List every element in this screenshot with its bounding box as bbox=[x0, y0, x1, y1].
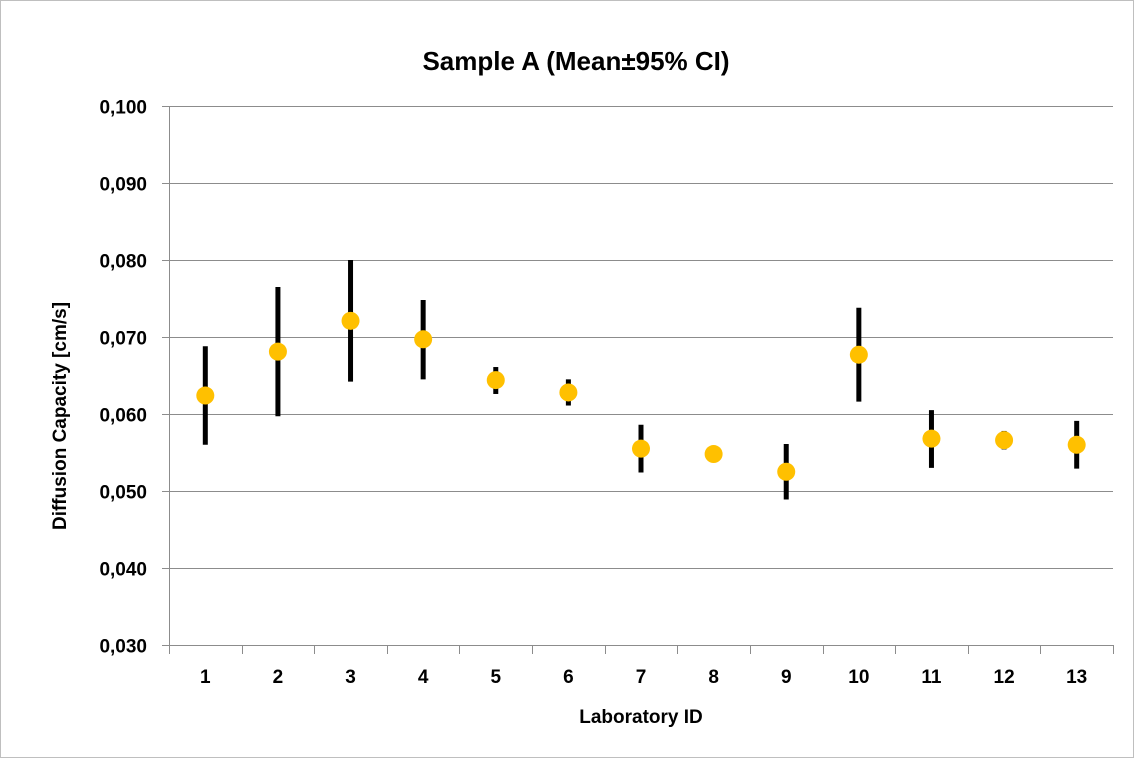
y-tick-label: 0,070 bbox=[99, 329, 147, 350]
data-point bbox=[704, 445, 723, 464]
data-point bbox=[486, 371, 505, 390]
y-tick-label: 0,100 bbox=[99, 98, 147, 119]
y-tick-label: 0,040 bbox=[99, 560, 147, 581]
y-tick-labels: 0,030 0,040 0,050 0,060 0,070 0,080 0,090 0,100 bbox=[99, 98, 147, 658]
x-tick-label: 1 bbox=[200, 667, 211, 688]
x-tick-label: 4 bbox=[418, 667, 429, 688]
x-tick-label: 7 bbox=[636, 667, 647, 688]
data-point bbox=[849, 345, 868, 364]
x-tick-label: 10 bbox=[848, 667, 869, 688]
y-tick-label: 0,050 bbox=[99, 483, 147, 504]
data-point bbox=[922, 429, 941, 448]
data-point bbox=[559, 383, 578, 402]
x-tick-label: 9 bbox=[781, 667, 792, 688]
x-axis-title: Laboratory ID bbox=[579, 707, 703, 728]
x-tick-label: 2 bbox=[273, 667, 284, 688]
y-axis-title: Diffusion Capacity [cm/s] bbox=[50, 302, 71, 530]
data-point bbox=[777, 462, 796, 481]
data-points bbox=[196, 311, 1086, 481]
chart-title: Sample A (Mean±95% CI) bbox=[422, 46, 729, 76]
x-tick-label: 13 bbox=[1066, 667, 1087, 688]
data-point bbox=[196, 386, 215, 405]
y-tick-label: 0,080 bbox=[99, 252, 147, 273]
x-tick-label: 6 bbox=[563, 667, 574, 688]
x-tick-label: 11 bbox=[921, 667, 942, 688]
y-tick-label: 0,030 bbox=[99, 637, 147, 658]
data-point bbox=[1067, 435, 1086, 454]
x-tick-label: 3 bbox=[345, 667, 356, 688]
x-tick-label: 8 bbox=[708, 667, 719, 688]
data-point bbox=[414, 330, 433, 349]
y-tick-label: 0,090 bbox=[99, 175, 147, 196]
data-point bbox=[268, 342, 287, 361]
data-point bbox=[341, 311, 360, 330]
error-bars bbox=[202, 260, 1080, 500]
x-tick-label: 12 bbox=[994, 667, 1015, 688]
data-point bbox=[995, 431, 1014, 450]
x-tick-label: 5 bbox=[490, 667, 501, 688]
y-tick-label: 0,060 bbox=[99, 406, 147, 427]
grid-lines bbox=[169, 106, 1113, 569]
x-tick-labels: 1 2 3 4 5 6 7 8 9 10 11 12 13 bbox=[200, 667, 1087, 688]
axes bbox=[162, 106, 1114, 654]
data-point bbox=[632, 439, 650, 458]
